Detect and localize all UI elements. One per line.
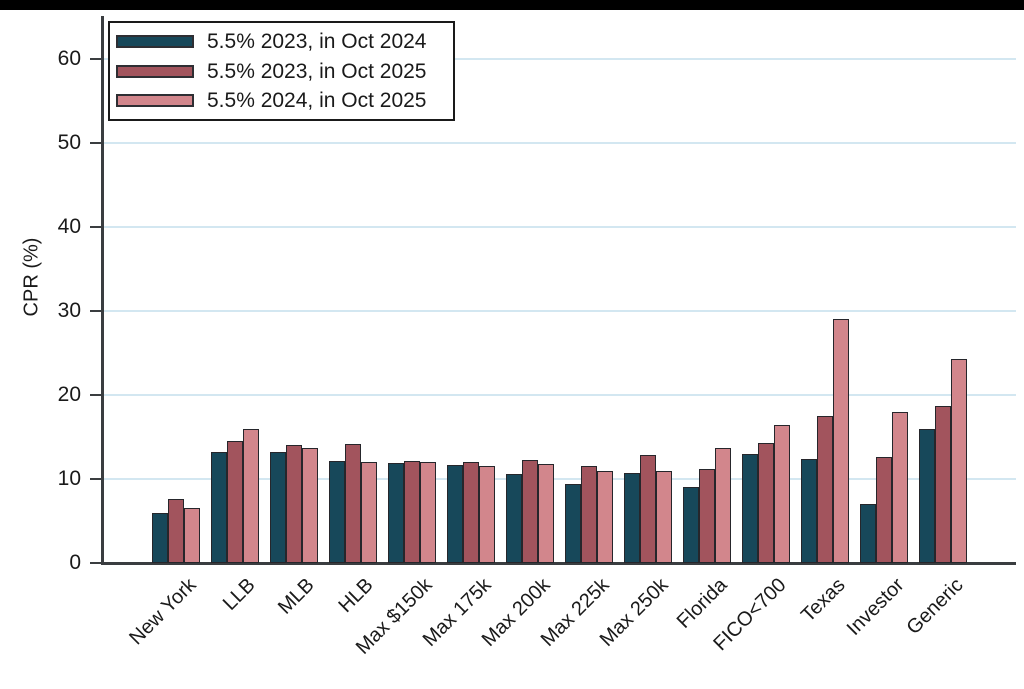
bar-series2	[817, 416, 833, 563]
y-tick-label: 0	[69, 551, 81, 574]
bar-series3	[302, 448, 318, 563]
bar-series3	[420, 462, 436, 563]
bar-series2	[345, 444, 361, 563]
y-tick-label: 20	[57, 383, 81, 406]
y-tick-mark	[90, 226, 101, 228]
bar-series1	[270, 452, 286, 563]
y-tick-mark	[90, 58, 101, 60]
gridline	[103, 58, 1016, 60]
legend-label-series1: 5.5% 2023, in Oct 2024	[207, 30, 427, 54]
legend-label-series3: 5.5% 2024, in Oct 2025	[207, 88, 427, 112]
gridline	[103, 226, 1016, 228]
y-tick-mark	[90, 310, 101, 312]
bar-series3	[243, 429, 259, 563]
bar-series3	[597, 471, 613, 563]
y-tick-label: 40	[57, 215, 81, 238]
y-axis-line	[101, 16, 104, 564]
bar-series3	[361, 462, 377, 563]
bar-series1	[742, 454, 758, 563]
y-tick-label: 50	[57, 131, 81, 154]
bar-series1	[860, 504, 876, 563]
top-black-strip	[0, 0, 1024, 10]
bar-series3	[833, 319, 849, 563]
gridline	[103, 478, 1016, 480]
bar-series3	[715, 448, 731, 563]
y-tick-mark	[90, 562, 101, 564]
bar-series2	[168, 499, 184, 563]
x-tick-label: Texas	[797, 574, 850, 627]
bar-series2	[758, 443, 774, 563]
gridline	[103, 310, 1016, 312]
bar-series1	[683, 487, 699, 563]
bar-series3	[656, 471, 672, 563]
bar-series1	[329, 461, 345, 563]
x-axis-line	[101, 562, 1016, 565]
bar-series2	[522, 460, 538, 563]
y-tick-mark	[90, 478, 101, 480]
bar-series1	[919, 429, 935, 563]
bar-series1	[388, 463, 404, 563]
bar-series2	[286, 445, 302, 563]
bar-series3	[892, 412, 908, 563]
bar-series2	[640, 455, 656, 563]
x-tick-label: Investor	[842, 574, 909, 640]
legend-item-2: 5.5% 2023, in Oct 2025	[116, 61, 453, 82]
bar-series1	[565, 484, 581, 563]
x-tick-label: LLB	[218, 574, 260, 615]
gridline	[103, 142, 1016, 144]
bar-series3	[479, 466, 495, 563]
y-tick-mark	[90, 142, 101, 144]
bar-series1	[447, 465, 463, 563]
legend-label-series2: 5.5% 2023, in Oct 2025	[207, 59, 427, 83]
bar-series2	[935, 406, 951, 563]
bar-series2	[404, 461, 420, 563]
legend-swatch-series1	[116, 35, 194, 49]
x-tick-label: HLB	[334, 574, 378, 618]
bar-series3	[951, 359, 967, 563]
bar-series3	[184, 508, 200, 563]
legend-item-1: 5.5% 2023, in Oct 2024	[116, 31, 453, 52]
bar-series2	[699, 469, 715, 563]
y-tick-label: 10	[57, 467, 81, 490]
y-tick-mark	[90, 394, 101, 396]
bar-series1	[624, 473, 640, 563]
bar-series2	[463, 462, 479, 563]
x-tick-label: MLB	[273, 574, 319, 619]
bar-series2	[876, 457, 892, 563]
bar-series1	[506, 474, 522, 563]
legend-swatch-series2	[116, 64, 194, 78]
bar-series1	[801, 459, 817, 563]
legend: 5.5% 2023, in Oct 2024 5.5% 2023, in Oct…	[108, 21, 455, 121]
bar-series1	[152, 513, 168, 563]
bar-series3	[538, 464, 554, 563]
x-tick-label: Generic	[902, 574, 968, 640]
bar-series2	[581, 466, 597, 563]
bar-series2	[227, 441, 243, 563]
legend-item-3: 5.5% 2024, in Oct 2025	[116, 90, 453, 111]
x-tick-label: New York	[125, 574, 201, 650]
legend-swatch-series3	[116, 93, 194, 107]
y-tick-label: 60	[57, 47, 81, 70]
y-tick-label: 30	[57, 299, 81, 322]
y-axis-title: CPR (%)	[20, 237, 43, 317]
gridline	[103, 394, 1016, 396]
bar-series3	[774, 425, 790, 563]
bar-series1	[211, 452, 227, 563]
